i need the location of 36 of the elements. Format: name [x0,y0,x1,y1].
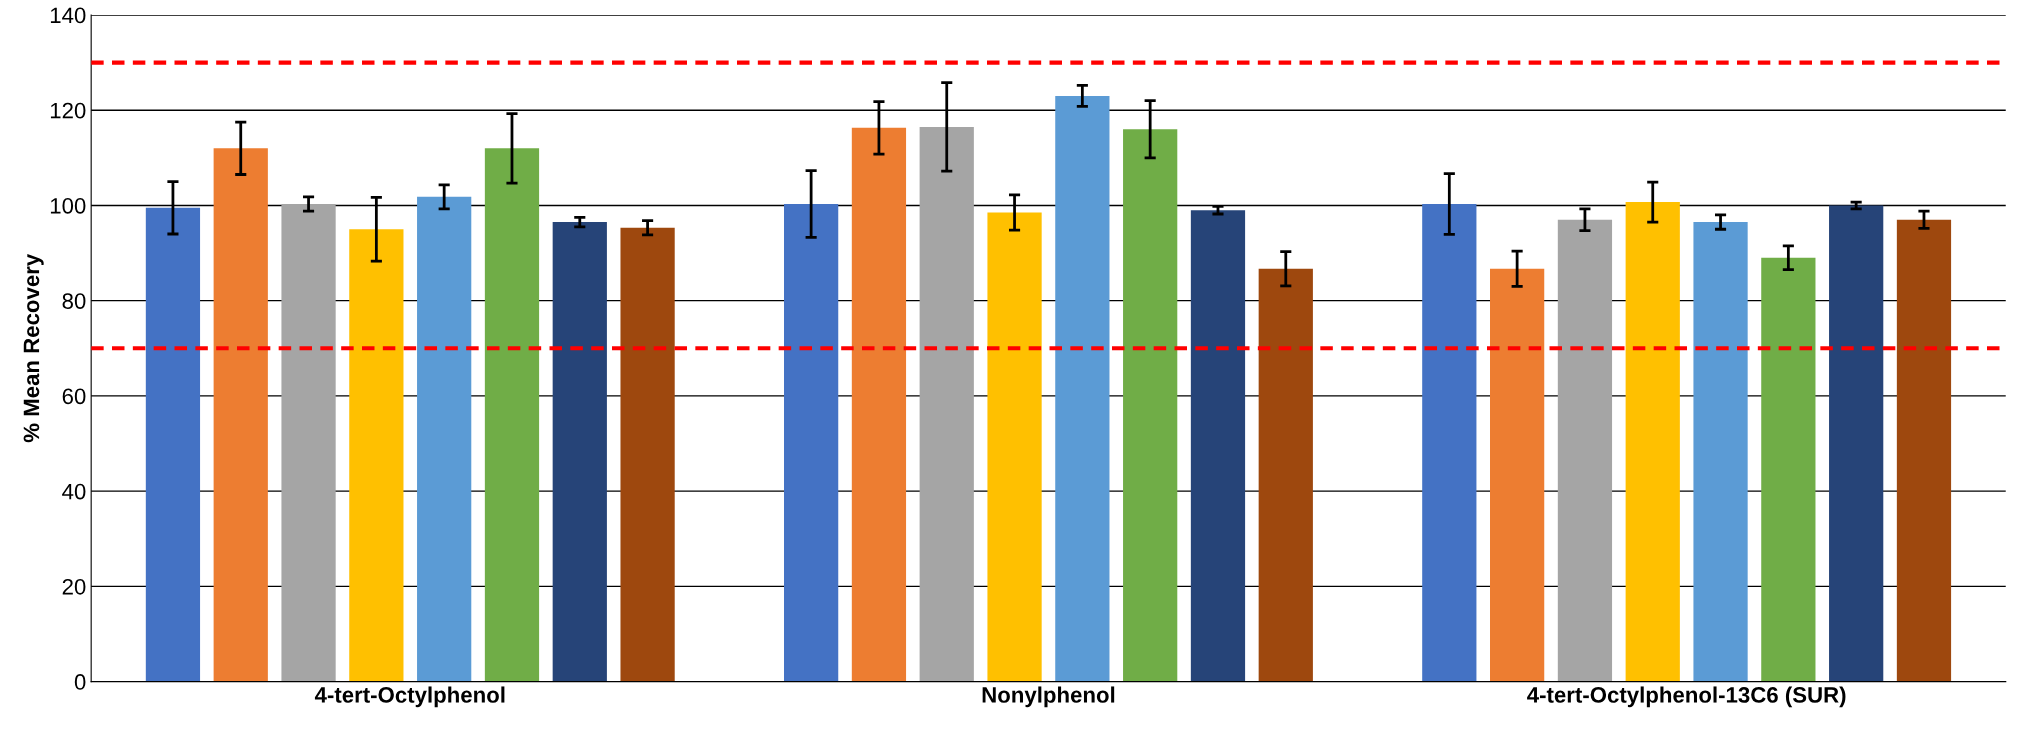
bar [987,212,1042,682]
bar [784,204,839,682]
bar [349,229,404,682]
bar [1258,268,1313,682]
bar [484,148,540,682]
bar [281,204,336,682]
bar [1190,210,1246,682]
x-tick-label: 4-tert-Octylphenol-13C6 (SUR) [1527,686,1846,708]
y-tick-label: 100 [50,197,86,214]
bar [1055,95,1110,682]
y-tick-label: 40 [62,483,86,500]
bar [1829,205,1884,682]
bar [919,126,974,682]
y-tick-label: 20 [62,578,86,595]
bar [1625,202,1680,682]
bar [145,207,201,682]
bar [1896,219,1952,682]
bar [851,127,907,682]
bar [1422,204,1477,682]
x-tick-label: 4-tert-Octylphenol [314,686,505,708]
bar [552,222,607,682]
x-tick-label: Nonylphenol [982,686,1115,708]
bar [1490,268,1545,682]
bar [1761,257,1816,682]
y-axis-title: % Mean Recovery [23,253,44,443]
y-tick-label: 0 [74,674,86,690]
bar [213,148,268,682]
bar [620,227,675,682]
y-tick-label: 80 [62,293,86,309]
bar [1557,219,1613,682]
bar [1693,222,1748,682]
y-tick-label: 60 [62,388,86,405]
bar [417,196,472,682]
y-tick-label: 120 [50,102,86,119]
y-tick-label: 140 [50,7,86,24]
bar [1123,129,1178,682]
